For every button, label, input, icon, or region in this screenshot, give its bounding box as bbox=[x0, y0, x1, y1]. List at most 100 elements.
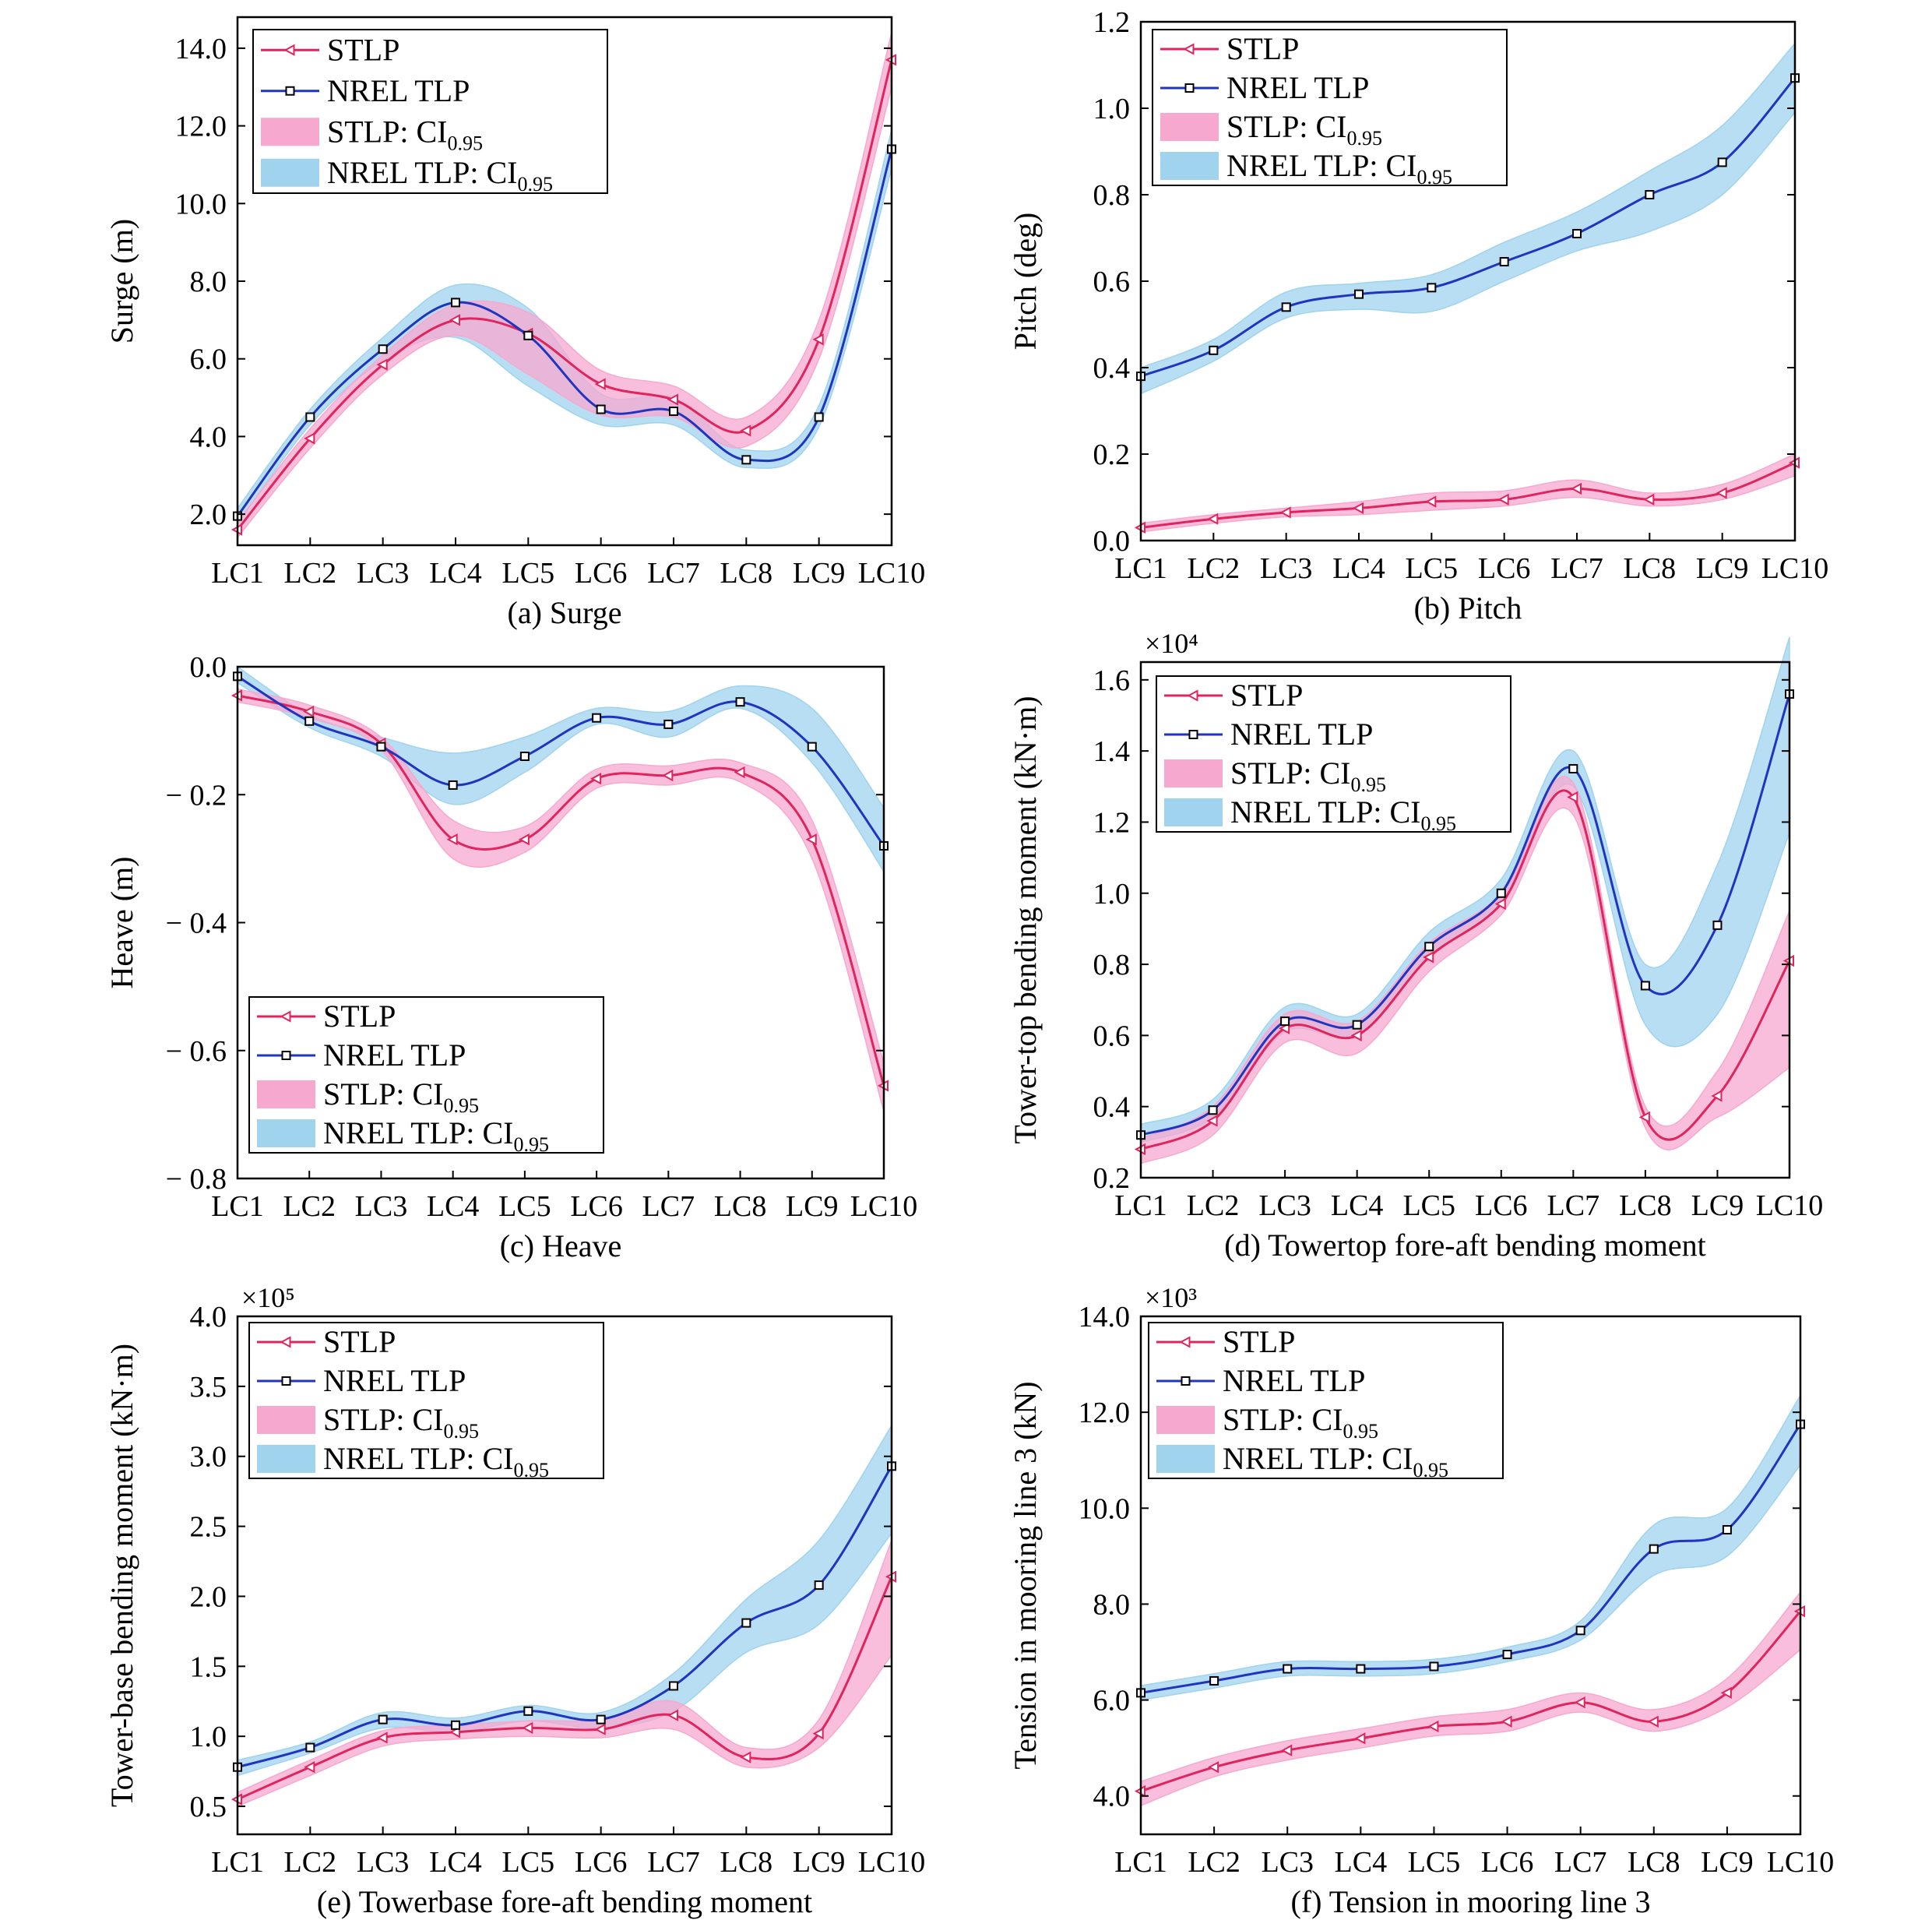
stlp-ci-band bbox=[1140, 453, 1796, 533]
stlp-data-point bbox=[594, 378, 606, 390]
y-tick-label: − 0.4 bbox=[166, 907, 227, 940]
legend-label-stlp: STLP bbox=[323, 999, 396, 1034]
stlp-data-point bbox=[1208, 1761, 1219, 1774]
legend-nrel-ci-swatch bbox=[257, 1119, 315, 1147]
nrel-data-point bbox=[1649, 1544, 1659, 1554]
x-tick-label: LC8 bbox=[1619, 1189, 1672, 1222]
nrel-data-point bbox=[448, 780, 458, 790]
y-tick-label: 14.0 bbox=[1079, 1301, 1131, 1333]
legend-stlp-ci-swatch bbox=[257, 1080, 315, 1108]
panel-caption: (e) Towerbase fore-aft bending moment bbox=[317, 1884, 812, 1919]
nrel-data-point bbox=[1645, 190, 1655, 199]
nrel-data-point bbox=[1572, 228, 1582, 238]
x-tick-label: LC5 bbox=[502, 557, 555, 590]
legend-stlp-marker bbox=[280, 1010, 291, 1023]
x-tick-label: LC6 bbox=[1481, 1846, 1534, 1879]
legend-nrel-marker bbox=[281, 1376, 291, 1386]
x-tick-label: LC6 bbox=[1475, 1189, 1528, 1222]
axis-exponent-label: ×10³ bbox=[1145, 1282, 1197, 1313]
nrel-data-point bbox=[1429, 1661, 1439, 1672]
nrel-data-point bbox=[1568, 763, 1578, 773]
y-tick-label: 6.0 bbox=[1093, 1685, 1131, 1717]
chart-panel-a: 2.0 4.0 6.0 8.0 10.0 12.0 14.0 LC1 LC2 LC3 LC4 LC5 L… bbox=[104, 16, 926, 630]
legend-label-nrel: NREL TLP bbox=[323, 1038, 466, 1073]
nrel-data-point bbox=[741, 1618, 751, 1628]
nrel-data-point bbox=[669, 407, 678, 417]
nrel-data-point bbox=[1499, 257, 1509, 267]
nrel-data-point bbox=[814, 1580, 824, 1591]
stlp-series-line bbox=[1140, 1610, 1802, 1793]
nrel-data-point bbox=[596, 1714, 606, 1724]
x-tick-label: LC10 bbox=[858, 557, 926, 590]
legend-label-stlp-ci: STLP: CI0.95 bbox=[323, 1402, 479, 1443]
x-tick-label: LC4 bbox=[1331, 1189, 1384, 1222]
nrel-data-point bbox=[451, 298, 460, 308]
x-tick-label: LC7 bbox=[1550, 552, 1603, 585]
stlp-data-point bbox=[1425, 495, 1437, 508]
stlp-data-point bbox=[1501, 1715, 1512, 1728]
nrel-data-point bbox=[304, 716, 315, 726]
x-tick-label: LC5 bbox=[502, 1846, 555, 1879]
stlp-data-point bbox=[376, 358, 388, 371]
y-tick-label: 4.0 bbox=[190, 1301, 227, 1333]
stlp-ci-band bbox=[1140, 776, 1790, 1164]
nrel-data-point bbox=[1281, 302, 1291, 312]
axis-exponent-label: ×10⁵ bbox=[241, 1282, 295, 1313]
nrel-data-point bbox=[523, 1706, 533, 1716]
legend-label-nrel-ci: NREL TLP: CI0.95 bbox=[1226, 148, 1452, 188]
legend-nrel-ci-swatch bbox=[1160, 152, 1219, 180]
nrel-data-point bbox=[1283, 1664, 1293, 1674]
legend-label-stlp: STLP bbox=[1226, 31, 1299, 66]
legend-label-nrel-ci: NREL TLP: CI0.95 bbox=[1223, 1441, 1448, 1481]
legend-label-stlp-ci: STLP: CI0.95 bbox=[327, 114, 483, 154]
stlp-data-point bbox=[518, 833, 530, 846]
y-axis-label: Surge (m) bbox=[104, 219, 139, 343]
legend-label-nrel: NREL TLP bbox=[327, 73, 470, 108]
x-tick-label: LC10 bbox=[858, 1846, 926, 1879]
nrel-data-point bbox=[1280, 1016, 1290, 1027]
x-tick-label: LC1 bbox=[211, 1846, 264, 1879]
y-tick-label: 14.0 bbox=[175, 33, 227, 65]
nrel-data-point bbox=[1722, 1525, 1732, 1535]
y-tick-label: 12.0 bbox=[1079, 1397, 1131, 1429]
stlp-data-point bbox=[304, 432, 315, 445]
stlp-data-point bbox=[1647, 1715, 1659, 1728]
nrel-data-point bbox=[1209, 345, 1219, 355]
panel-caption: (b) Pitch bbox=[1414, 590, 1522, 625]
stlp-data-point bbox=[1716, 487, 1727, 499]
panel-caption: (f) Tension in mooring line 3 bbox=[1291, 1884, 1651, 1919]
y-tick-label: 0.6 bbox=[1093, 1020, 1131, 1052]
legend-stlp-ci-swatch bbox=[257, 1406, 315, 1434]
y-tick-label: 3.5 bbox=[190, 1371, 227, 1404]
stlp-data-point bbox=[594, 1723, 606, 1735]
y-tick-label: 0.0 bbox=[1093, 525, 1131, 558]
stlp-data-point bbox=[304, 1761, 315, 1774]
x-tick-label: LC10 bbox=[1761, 552, 1829, 585]
x-tick-label: LC2 bbox=[1187, 1189, 1240, 1222]
stlp-series-line bbox=[1140, 461, 1796, 529]
x-tick-label: LC6 bbox=[575, 1846, 628, 1879]
stlp-data-point bbox=[1567, 791, 1578, 804]
stlp-data-point bbox=[522, 1721, 533, 1735]
stlp-ci-band bbox=[237, 688, 885, 1112]
x-tick-label: LC1 bbox=[1114, 552, 1167, 585]
legend-label-nrel: NREL TLP bbox=[1230, 717, 1373, 752]
nrel-data-point bbox=[592, 713, 602, 723]
nrel-data-point bbox=[305, 1742, 315, 1753]
y-tick-label: 0.8 bbox=[1093, 179, 1131, 212]
y-tick-label: 4.0 bbox=[190, 421, 227, 453]
x-tick-label: LC6 bbox=[570, 1190, 623, 1223]
y-tick-label: 0.2 bbox=[1093, 439, 1131, 471]
y-tick-label: 10.0 bbox=[1079, 1492, 1131, 1525]
x-tick-label: LC9 bbox=[793, 557, 846, 590]
y-tick-label: − 0.6 bbox=[166, 1035, 227, 1068]
x-tick-label: LC8 bbox=[720, 1846, 773, 1879]
x-tick-label: LC10 bbox=[1767, 1846, 1835, 1879]
x-tick-label: LC2 bbox=[284, 1846, 337, 1879]
y-tick-label: 1.6 bbox=[1093, 664, 1131, 697]
stlp-data-point bbox=[667, 1709, 678, 1721]
x-tick-label: LC2 bbox=[1188, 1846, 1240, 1879]
x-tick-label: LC5 bbox=[1402, 1189, 1455, 1222]
